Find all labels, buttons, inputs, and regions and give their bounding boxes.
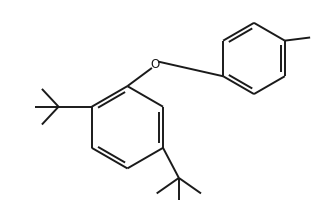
Text: O: O <box>151 58 160 71</box>
